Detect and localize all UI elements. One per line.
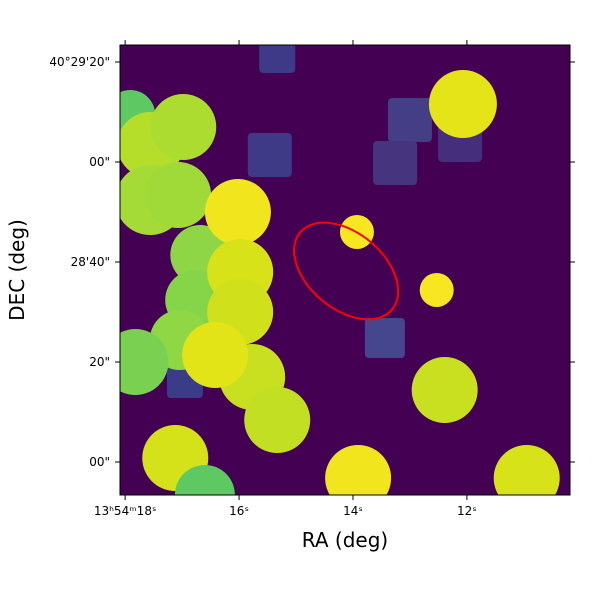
y-axis-label: DEC (deg) — [5, 219, 29, 321]
y-tick-label: 40°29'20" — [49, 55, 110, 69]
source-circle — [244, 387, 311, 453]
x-tick-label: 14ˢ — [343, 504, 363, 518]
source-square — [259, 45, 296, 73]
source-square — [364, 318, 405, 358]
aperture-ellipse — [293, 221, 400, 321]
source-circle — [182, 322, 249, 388]
y-tick-label: 28'40" — [71, 255, 110, 269]
source-circle — [419, 273, 454, 307]
x-tick-label: 13ʰ54ᵐ18ˢ — [94, 504, 157, 518]
source-circle — [204, 179, 271, 245]
source-circle — [174, 465, 235, 495]
source-circle — [411, 357, 478, 423]
source-circle — [145, 162, 212, 228]
source-circle — [325, 445, 392, 495]
y-tick-label: 00" — [89, 155, 110, 169]
source-square — [247, 133, 292, 177]
source-circle — [428, 70, 497, 138]
y-tick-label: 00" — [89, 455, 110, 469]
source-square — [387, 98, 432, 142]
source-circle — [493, 445, 560, 495]
source-circle — [150, 94, 217, 160]
x-tick-label: 16ˢ — [229, 504, 249, 518]
x-axis-label: RA (deg) — [302, 528, 388, 552]
source-square — [373, 141, 418, 185]
x-tick-label: 12ˢ — [457, 504, 477, 518]
image — [120, 45, 560, 495]
source-circle — [120, 329, 169, 395]
y-tick-label: 20" — [89, 355, 110, 369]
frame — [119, 44, 571, 496]
